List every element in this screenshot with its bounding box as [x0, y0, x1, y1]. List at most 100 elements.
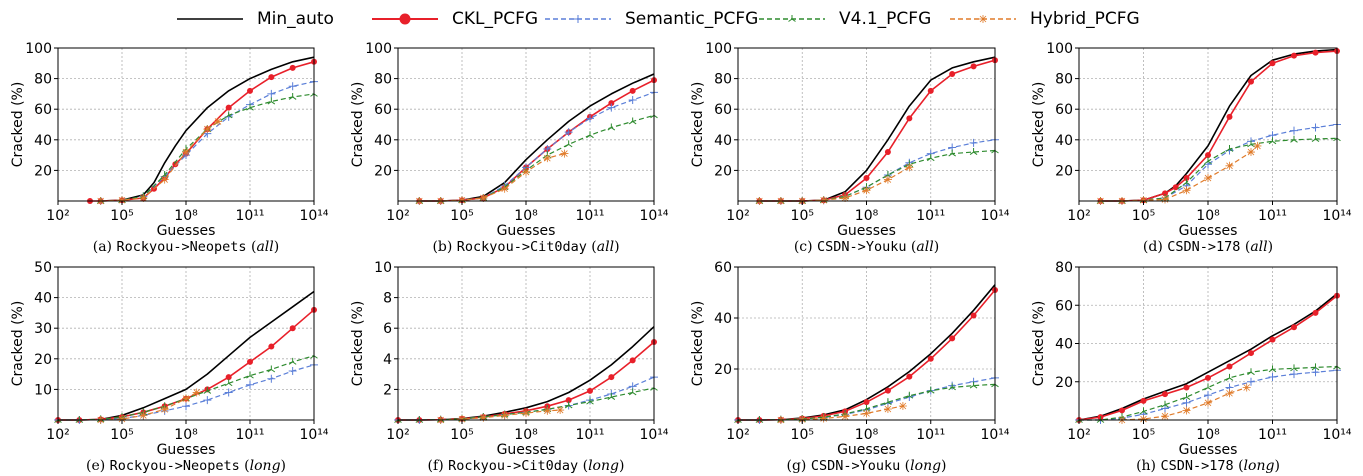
panel-d-point-ckl-pcfg-4 — [1172, 184, 1179, 191]
panel-b-point-semantic-pcfg-7 — [564, 128, 573, 137]
chart-panel-c: 20 40 60 80 100 10² 10⁵ 10⁸ 10¹¹ 10¹⁴ Guesses Crack… — [690, 41, 1010, 255]
panel-e-series-hybrid-pcfg — [96, 388, 201, 424]
panel-g-point-hybrid-pcfg-4 — [862, 409, 871, 418]
panel-a-xtick-label-1: 10⁵ — [110, 208, 133, 224]
panel-f-ytick-label-1: 4 — [383, 352, 392, 368]
panel-d-point-v4-1-pcfg-8 — [1268, 137, 1277, 145]
legend-swatch-hybrid-pcfg — [950, 15, 1016, 23]
panel-f-ytick-label-3: 8 — [383, 291, 392, 307]
panel-c-point-semantic-pcfg-10 — [969, 138, 978, 147]
panel-a-point-ckl-pcfg-12 — [289, 64, 296, 71]
legend-swatch-v41-pcfg — [759, 15, 825, 22]
panel-b-point-hybrid-pcfg-7 — [560, 149, 569, 158]
panel-e-point-hybrid-pcfg-1 — [118, 415, 126, 424]
panel-d-point-ckl-pcfg-3 — [1162, 190, 1168, 197]
panel-h-point-hybrid-pcfg-3 — [1182, 406, 1191, 415]
panel-b-point-ckl-pcfg-9 — [608, 100, 615, 107]
panel-c-point-hybrid-pcfg-3 — [819, 196, 828, 205]
panel-h-point-hybrid-pcfg-6 — [1242, 383, 1251, 392]
panel-h-point-semantic-pcfg-4 — [1161, 404, 1169, 413]
panel-a-point-hybrid-pcfg-2 — [139, 193, 148, 202]
panel-h-point-v4-1-pcfg-6 — [1204, 383, 1212, 391]
panel-d-ytick-label-0: 20 — [1055, 163, 1073, 179]
panel-g-point-v4-1-pcfg-7 — [884, 398, 892, 406]
panel-g-point-hybrid-pcfg-1 — [798, 415, 807, 424]
panel-d-line-min-auto — [1100, 48, 1338, 202]
panel-e-xtick-label-4: 10¹⁴ — [299, 427, 328, 443]
panel-e-ytick-label-2: 30 — [34, 321, 52, 337]
panel-b-point-v4-1-pcfg-8 — [586, 131, 594, 139]
panel-f-point-hybrid-pcfg-4 — [522, 409, 530, 418]
panel-a-ytick-label-2: 60 — [34, 102, 52, 118]
panel-c-line-ckl-pcfg — [759, 59, 996, 202]
panel-c-point-ckl-pcfg-6 — [884, 149, 891, 156]
panel-g-ytick-label-1: 40 — [714, 311, 732, 327]
panel-f-xtick-label-0: 10² — [386, 427, 409, 443]
panel-f-ytick-label-4: 10 — [374, 260, 392, 276]
panel-a-point-hybrid-pcfg-4 — [182, 148, 190, 157]
panel-c-ytick-label-3: 80 — [714, 72, 732, 88]
panel-d-series-min-auto — [1100, 48, 1338, 202]
panel-d-point-ckl-pcfg-8 — [1248, 78, 1254, 85]
panel-d-ylabel: Cracked (%) — [1031, 82, 1047, 168]
legend-label-ckl-pcfg: CKL_PCFG — [452, 9, 539, 29]
panel-a-point-ckl-pcfg-6 — [172, 161, 179, 168]
panel-h-ytick-label-2: 60 — [1055, 298, 1073, 314]
panel-d-point-hybrid-pcfg-6 — [1225, 161, 1234, 170]
panel-b-xtick-label-4: 10¹⁴ — [639, 208, 668, 224]
legend-swatch-semantic-pcfg-marker — [574, 15, 582, 23]
panel-f-point-hybrid-pcfg-6 — [556, 406, 565, 415]
panel-h-point-ckl-pcfg-10 — [1291, 324, 1297, 331]
panel-a-xtick-label-4: 10¹⁴ — [299, 208, 328, 224]
panel-b-ytick-label-1: 40 — [374, 133, 392, 149]
panel-d-xtick-label-4: 10¹⁴ — [1322, 208, 1351, 224]
panel-f-point-ckl-pcfg-11 — [629, 357, 636, 364]
panel-h-point-ckl-pcfg-2 — [1119, 407, 1125, 414]
panel-h-point-hybrid-pcfg-2 — [1161, 412, 1169, 421]
panel-c-caption: (c) CSDN->Youku (all) — [794, 239, 939, 255]
panel-b-line-hybrid-pcfg — [419, 153, 565, 202]
panel-b-point-hybrid-pcfg-3 — [479, 193, 488, 202]
panel-e-point-ckl-pcfg-9 — [247, 358, 253, 365]
panel-b-point-hybrid-pcfg-5 — [522, 167, 530, 176]
panel-c-xtick-label-1: 10⁵ — [791, 208, 814, 224]
panel-h-point-ckl-pcfg-3 — [1140, 397, 1147, 404]
panel-h-xtick-label-4: 10¹⁴ — [1322, 427, 1351, 443]
legend-item-v41-pcfg: V4.1_PCFG — [757, 6, 931, 32]
panel-c-point-ckl-pcfg-8 — [927, 87, 934, 94]
panel-d-point-hybrid-pcfg-5 — [1204, 174, 1212, 183]
legend-label-v41-pcfg: V4.1_PCFG — [839, 9, 932, 29]
panel-e-point-v4-1-pcfg-11 — [288, 357, 297, 365]
panel-h-point-ckl-pcfg-4 — [1162, 391, 1168, 398]
panel-h-point-ckl-pcfg-7 — [1226, 363, 1233, 370]
panel-b-xtick-label-2: 10⁸ — [514, 208, 538, 224]
panel-d-point-ckl-pcfg-7 — [1226, 113, 1233, 120]
panel-b-point-semantic-pcfg-9 — [607, 103, 616, 112]
panel-d-point-ckl-pcfg-9 — [1269, 60, 1276, 67]
panel-b-point-v4-1-pcfg-7 — [564, 140, 573, 148]
panel-f-xtick-label-2: 10⁸ — [514, 427, 538, 443]
panel-h-grid — [1079, 267, 1337, 420]
panel-c-series-hybrid-pcfg — [755, 163, 914, 205]
panel-b-point-v4-1-pcfg-9 — [607, 123, 616, 131]
panel-h-point-semantic-pcfg-5 — [1182, 398, 1191, 407]
panel-b-grid — [398, 48, 654, 201]
panel-h-ytick-label-0: 20 — [1055, 375, 1073, 391]
panel-g-ytick-label-0: 20 — [714, 362, 732, 378]
panel-f-ytick-label-0: 2 — [383, 382, 392, 398]
panel-g-caption: (g) CSDN->Youku (long) — [786, 458, 946, 474]
panel-b-line-ckl-pcfg — [419, 79, 655, 202]
panel-d-point-v4-1-pcfg-5 — [1204, 157, 1212, 165]
panel-h-point-hybrid-pcfg-5 — [1225, 389, 1234, 398]
panel-d-xtick-label-1: 10⁵ — [1132, 208, 1155, 224]
chart-panel-f: 2 4 6 8 10 10² 10⁵ 10⁸ 10¹¹ 10¹⁴ Guesses Cracked (%… — [350, 260, 669, 474]
legend-label-hybrid-pcfg: Hybrid_PCFG — [1030, 9, 1140, 29]
panel-c-series-ckl-pcfg — [756, 57, 998, 204]
panel-a-xtick-label-2: 10⁸ — [174, 208, 198, 224]
panel-b-ylabel: Cracked (%) — [350, 82, 366, 168]
legend-item-min-auto: Min_auto — [175, 6, 334, 32]
panel-b-point-ckl-pcfg-10 — [629, 87, 636, 94]
panel-h-point-hybrid-pcfg-1 — [1139, 415, 1148, 424]
panel-a-point-hybrid-pcfg-6 — [214, 117, 222, 126]
panel-e-point-v4-1-pcfg-8 — [224, 379, 233, 387]
